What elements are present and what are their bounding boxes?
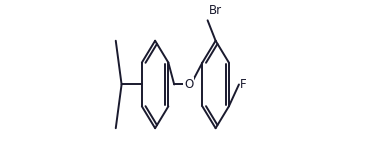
Text: O: O — [184, 78, 193, 91]
Text: Br: Br — [209, 4, 222, 17]
Text: F: F — [240, 78, 247, 91]
